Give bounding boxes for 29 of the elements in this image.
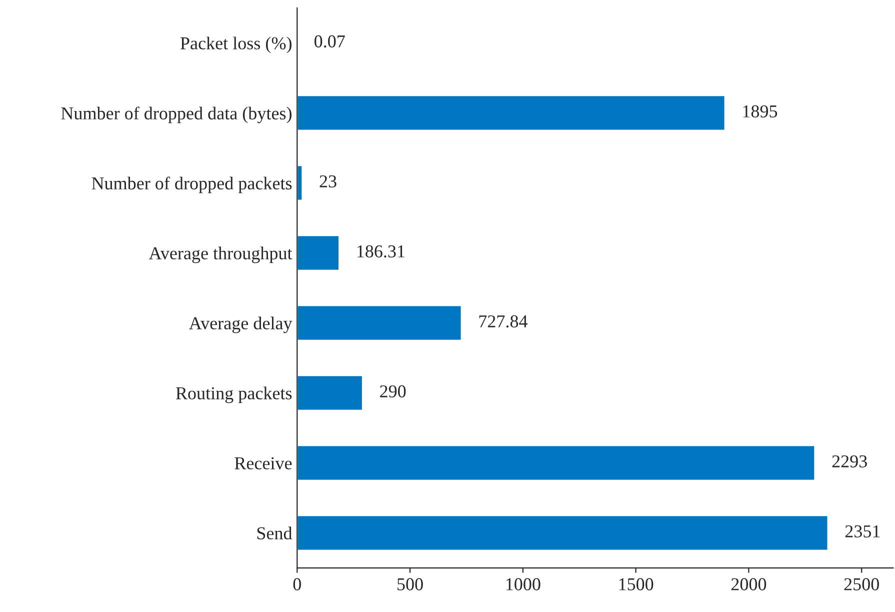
x-tick-label: 1500 (619, 578, 654, 590)
y-tick-label: Average delay (189, 316, 292, 334)
bar (297, 164, 304, 202)
y-tick-label: Routing packets (176, 386, 292, 404)
x-tick-label: 1000 (506, 578, 540, 590)
data-label: 1895 (743, 105, 778, 118)
y-tick-label: Receive (234, 457, 292, 470)
x-tick-label: 0 (293, 578, 301, 590)
data-label: 2293 (832, 455, 867, 468)
x-tick-label: 500 (398, 578, 423, 590)
bar (297, 514, 829, 552)
bar (297, 374, 364, 412)
x-tick-label: 2000 (731, 578, 766, 590)
bar (297, 94, 726, 132)
bar (297, 234, 340, 272)
data-label: 290 (380, 385, 406, 398)
data-label: 186.31 (357, 245, 404, 258)
data-label: 0.07 (314, 35, 345, 48)
bar (297, 304, 462, 342)
y-tick-label: Number of dropped packets (92, 176, 292, 194)
bar (297, 444, 816, 482)
y-tick-label: Average throughput (148, 246, 292, 264)
data-label: 727.84 (479, 315, 528, 328)
y-tick-label: Packet loss (%) (180, 36, 292, 54)
y-tick-label: Number of dropped data (bytes) (61, 106, 292, 124)
data-label: 2351 (845, 525, 880, 538)
data-label: 23 (320, 175, 336, 188)
x-tick-label: 2500 (844, 578, 879, 590)
y-tick-label: Send (257, 526, 292, 540)
